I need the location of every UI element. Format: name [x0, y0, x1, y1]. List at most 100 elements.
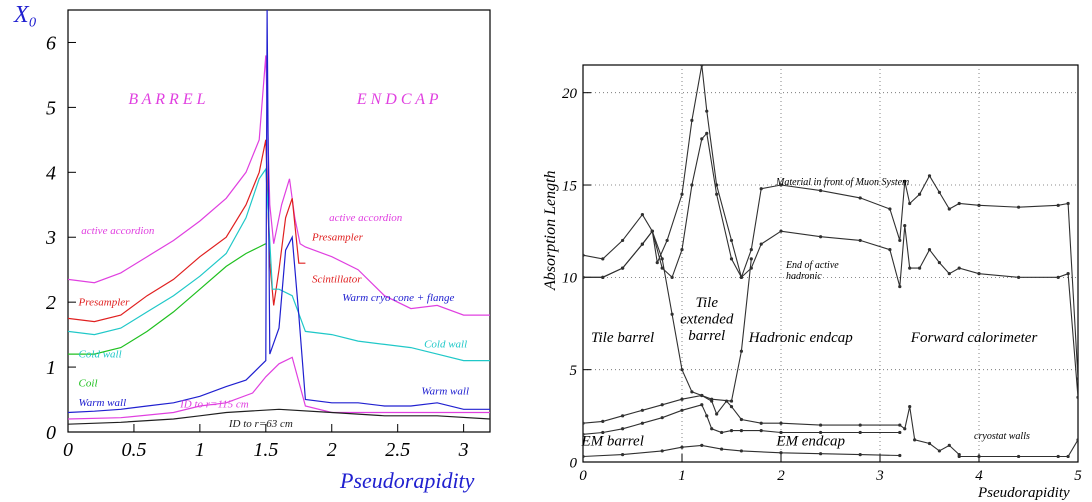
data-point [937, 449, 942, 453]
data-point [583, 275, 585, 279]
data-point [665, 238, 669, 243]
x-tick-label: 1.5 [253, 439, 278, 461]
data-point [779, 421, 783, 425]
annotation-label: ID to r=115 cm [179, 398, 249, 410]
data-point [779, 430, 783, 435]
data-point [819, 235, 823, 239]
data-point [601, 275, 605, 279]
data-point [621, 427, 625, 431]
data-point [903, 427, 907, 431]
y-tick-label: 10 [562, 271, 578, 287]
x-tick-label: 2 [327, 439, 337, 461]
y-tick-label: 5 [570, 363, 578, 379]
data-point [621, 453, 625, 457]
y-tick-label: 0 [570, 455, 578, 471]
data-point [1076, 395, 1078, 399]
radiation-length-chart: 0 0.5 1 1.5 2 2.5 3 0 1 2 3 4 5 6 B A R R E L E N D C A… [13, 2, 491, 493]
y-tick-label: 1 [46, 357, 56, 379]
data-point [660, 449, 664, 453]
data-point [937, 190, 942, 195]
data-point [660, 403, 664, 407]
x-tick-label: 0 [63, 439, 73, 461]
series-line-6 [959, 439, 1078, 458]
data-point [977, 203, 981, 207]
x-tick-label: 1 [195, 439, 205, 461]
data-point [621, 414, 625, 418]
data-point [739, 417, 744, 422]
annotation-label: Coil [79, 378, 98, 390]
data-point [729, 399, 734, 403]
x-tick-label: 3 [458, 439, 469, 461]
data-point [927, 441, 932, 446]
data-point [680, 408, 684, 412]
data-point [724, 399, 729, 403]
data-point [650, 229, 654, 233]
data-point [640, 242, 645, 246]
annotation-label: Presampler [311, 231, 364, 243]
data-point [1017, 454, 1021, 459]
annotation-label: Cold wall [424, 339, 467, 351]
data-point [819, 430, 823, 435]
data-point [670, 312, 674, 316]
annotation-label: Cold wall [79, 348, 122, 360]
x-tick-label: 3 [875, 468, 884, 484]
data-point [1056, 203, 1060, 207]
data-point [957, 266, 961, 270]
data-point [903, 224, 907, 228]
series-line-4 [68, 10, 490, 414]
data-point [680, 368, 684, 372]
data-point [660, 257, 664, 261]
annotation-label: End of active [785, 260, 839, 271]
data-point [640, 212, 645, 217]
data-point [729, 238, 734, 243]
data-point [583, 275, 585, 279]
data-point [1056, 275, 1060, 279]
data-point [1017, 205, 1021, 209]
data-point [957, 201, 961, 206]
data-point [947, 443, 951, 447]
y-tick-label: 20 [562, 86, 578, 102]
data-point [898, 430, 902, 435]
series-line-3 [68, 243, 267, 355]
x-tick-label: 1 [678, 468, 686, 484]
data-point [715, 412, 719, 416]
right-x-axis-label: Pseudorapidity [977, 485, 1070, 501]
data-point [898, 284, 902, 289]
data-point [690, 183, 694, 187]
data-point [710, 427, 714, 431]
data-point [903, 179, 907, 183]
data-point [759, 421, 763, 425]
data-point [640, 408, 645, 412]
series-line-2 [583, 230, 752, 402]
y-tick-label: 5 [46, 97, 56, 119]
data-point [640, 421, 645, 425]
region-label: Tile barrel [591, 330, 654, 346]
data-point [759, 242, 763, 246]
series-line-0 [583, 65, 1078, 379]
data-point [720, 430, 724, 435]
series-line-1 [68, 139, 306, 323]
data-point [898, 453, 902, 458]
data-point [977, 272, 981, 276]
data-point [819, 423, 823, 427]
data-point [858, 423, 862, 427]
annotation-label: Presampler [78, 296, 131, 308]
data-point [715, 192, 719, 196]
data-point [898, 423, 902, 427]
data-point [601, 419, 605, 423]
annotation-label: cryostat walls [974, 431, 1030, 442]
data-point [888, 248, 892, 252]
region-label: E N D C A P [356, 91, 439, 108]
annotation-label: active accordion [329, 212, 403, 224]
data-point [908, 266, 912, 270]
data-point [749, 248, 753, 252]
annotation-label: Warm wall [79, 397, 127, 409]
y-tick-label: 4 [46, 162, 56, 184]
data-point [700, 393, 704, 398]
data-point [655, 260, 659, 265]
data-point [690, 390, 694, 394]
y-tick-label: 3 [45, 227, 56, 249]
data-point [977, 454, 981, 459]
data-point [705, 414, 709, 418]
data-point [1066, 272, 1070, 276]
